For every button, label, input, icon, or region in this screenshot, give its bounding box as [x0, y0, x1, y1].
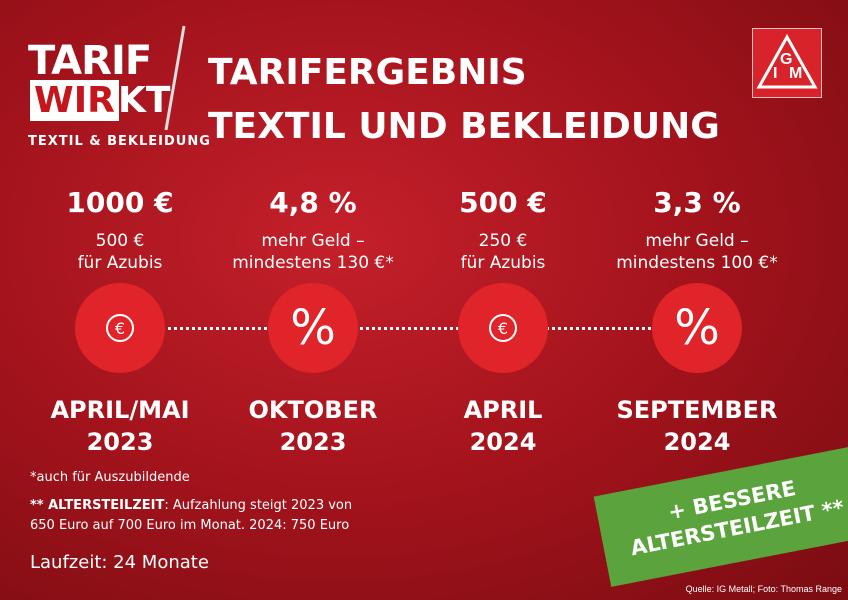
icon: %: [674, 300, 720, 356]
footnote: 650 Euro auf 700 Euro im Monat. 2024: 75…: [30, 518, 350, 533]
footnote-label: ** ALTERSTEILZEIT: [30, 498, 165, 513]
brand-triangle: [756, 33, 818, 89]
title: TARIFERGEBNIS: [208, 52, 527, 93]
detail: 250 €: [478, 231, 528, 251]
brand-letter: I: [773, 65, 778, 82]
detail: mehr Geld –: [261, 231, 365, 251]
brand-letter: G: [780, 51, 793, 68]
date: 2024: [469, 428, 537, 456]
badge: + BESSERE ALTERSTEILZEIT **: [593, 445, 848, 587]
needle: [164, 25, 186, 131]
credit: Quelle: IG Metall; Foto: Thomas Range: [685, 584, 842, 594]
icon-circle: €: [75, 283, 165, 373]
logo-text: WIR: [30, 80, 119, 121]
date: APRIL: [463, 396, 543, 424]
logo-text: KT: [118, 80, 171, 121]
date: OKTOBER: [248, 396, 378, 424]
detail: 500 €: [95, 231, 145, 251]
icon-circle: €: [458, 283, 548, 373]
runtime: Laufzeit: 24 Monate: [30, 552, 209, 573]
footnote: *auch für Auszubildende: [30, 470, 190, 485]
logo-subtitle: TEXTIL & BEKLEIDUNG: [28, 134, 211, 149]
amount: 3,3 %: [653, 186, 741, 219]
icon: €: [489, 314, 517, 342]
brand-letter: M: [789, 65, 803, 82]
detail: für Azubis: [77, 253, 163, 273]
date: 2023: [279, 428, 347, 456]
footnote: ** ALTERSTEILZEIT: Aufzahlung steigt 202…: [30, 498, 352, 513]
detail: mindestens 130 €*: [232, 253, 394, 273]
detail: mehr Geld –: [645, 231, 749, 251]
icon: €: [106, 314, 134, 342]
icon: %: [290, 300, 336, 356]
footnote-text: : Aufzahlung steigt 2023 von: [164, 498, 353, 513]
date: 2024: [663, 428, 731, 456]
brand-logo: I G M: [752, 28, 822, 98]
amount: 4,8 %: [269, 186, 357, 219]
amount: 500 €: [459, 186, 547, 219]
logo-text: TARIF: [28, 38, 152, 84]
date: SEPTEMBER: [616, 396, 778, 424]
title: TEXTIL UND BEKLEIDUNG: [208, 106, 720, 147]
date: APRIL/MAI: [50, 396, 190, 424]
amount: 1000 €: [66, 186, 174, 219]
icon-circle: %: [268, 283, 358, 373]
date: 2023: [86, 428, 154, 456]
detail: mindestens 100 €*: [616, 253, 778, 273]
timeline: [155, 327, 695, 330]
detail: für Azubis: [460, 253, 546, 273]
icon-circle: %: [652, 283, 742, 373]
